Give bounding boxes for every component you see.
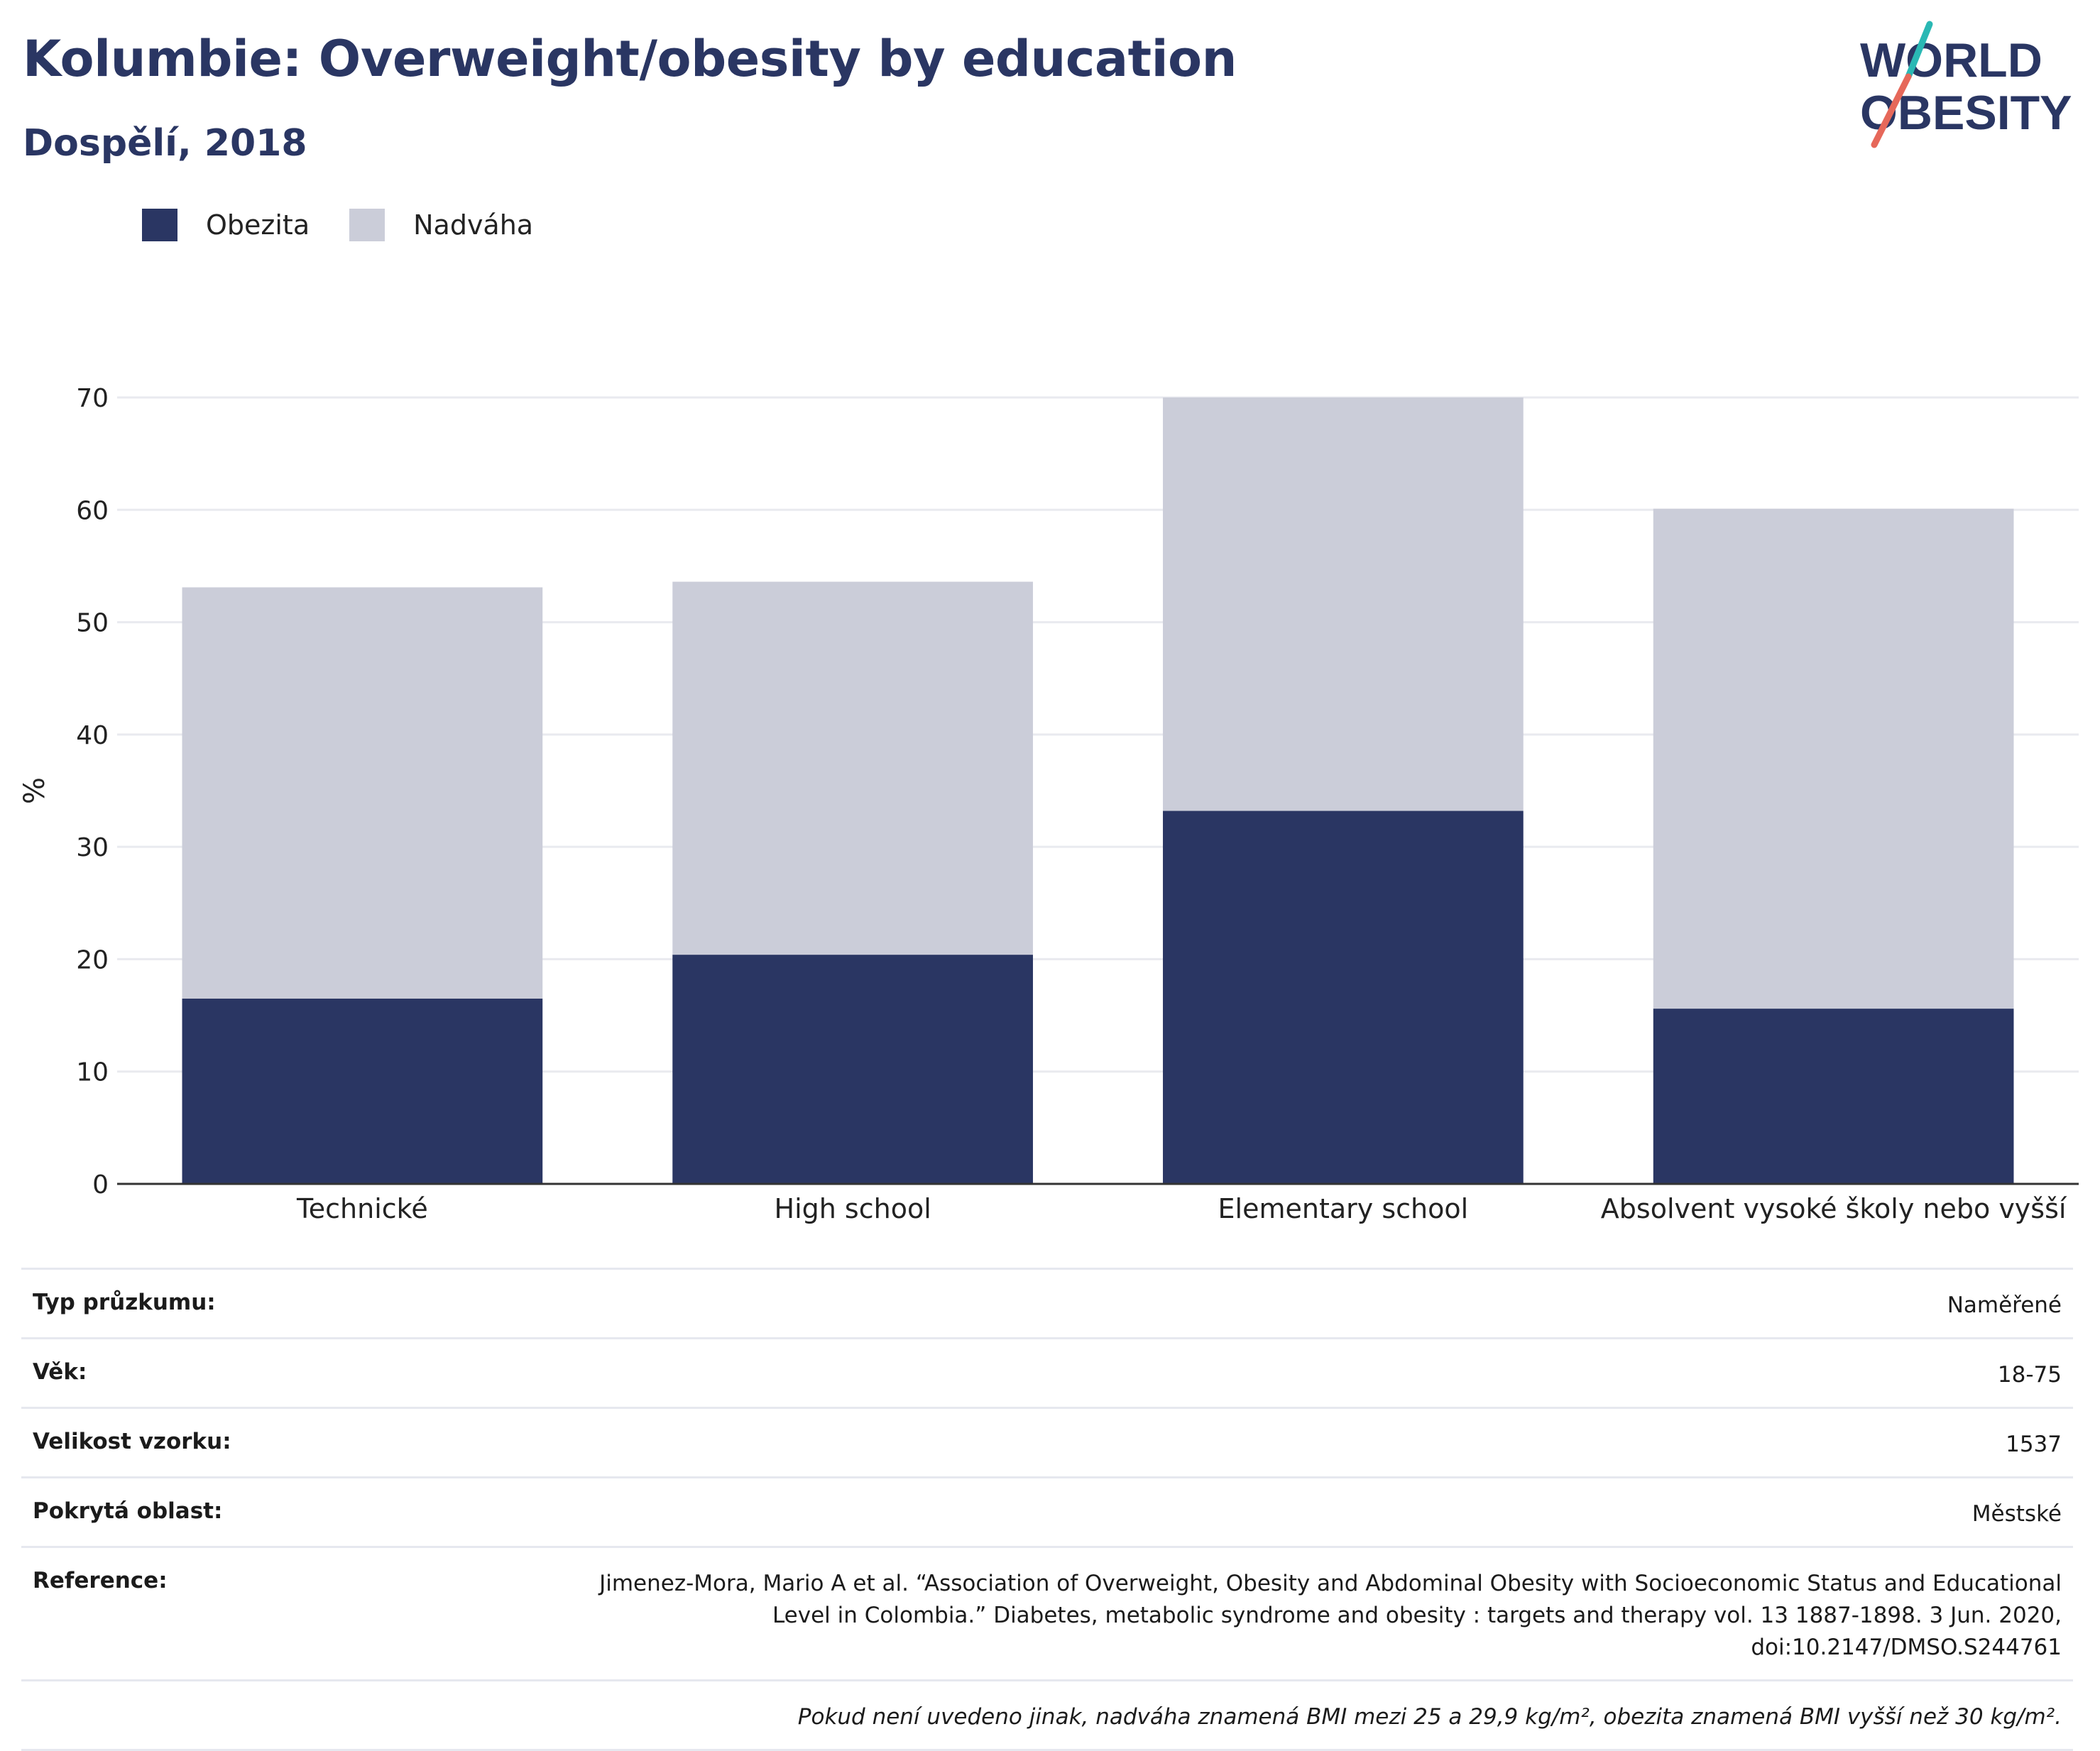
bar-obesity — [1653, 1009, 2014, 1184]
bar-overweight — [1163, 397, 1524, 811]
bar-overweight — [1653, 508, 2014, 1009]
legend-swatch-obesity — [142, 209, 177, 241]
y-tick-label: 30 — [76, 833, 109, 862]
bar-overweight — [672, 581, 1033, 955]
y-tick-label: 70 — [76, 384, 109, 413]
survey-info-table: Typ průzkumu: Naměřené Věk: 18-75 Veliko… — [21, 1268, 2073, 1751]
chart-legend: Obezita Nadváha — [142, 209, 573, 241]
info-row-area-covered: Pokrytá oblast: Městské — [21, 1476, 2073, 1546]
info-value: 1537 — [2006, 1431, 2062, 1457]
world-obesity-logo: WORLD OBESITY — [1860, 21, 2072, 148]
bar-obesity — [182, 998, 543, 1184]
x-tick-label: High school — [775, 1193, 931, 1224]
x-tick-label: Elementary school — [1218, 1193, 1469, 1224]
bar-obesity — [1163, 811, 1524, 1184]
legend-swatch-overweight — [349, 209, 385, 241]
info-row-sample-size: Velikost vzorku: 1537 — [21, 1406, 2073, 1476]
info-value: Městské — [1972, 1500, 2062, 1527]
y-tick-label: 0 — [92, 1170, 109, 1200]
info-label: Pokrytá oblast: — [33, 1498, 223, 1524]
legend-label-overweight: Nadváha — [413, 209, 534, 241]
reference-text: Jimenez-Mora, Mario A et al. “Associatio… — [599, 1570, 2062, 1660]
info-label: Reference: — [33, 1567, 168, 1593]
logo-text-obesity: OBESITY — [1860, 86, 2072, 140]
info-value: 18-75 — [1997, 1361, 2062, 1388]
logo-slash-teal — [1905, 21, 1933, 80]
y-tick-label: 40 — [76, 721, 109, 750]
logo-text-world: WORLD — [1860, 33, 2042, 87]
info-row-note: Pokud není uvedeno jinak, nadváha znamen… — [21, 1679, 2073, 1751]
y-tick-label: 10 — [76, 1058, 109, 1087]
x-tick-label: Technické — [296, 1193, 428, 1224]
info-row-age: Věk: 18-75 — [21, 1336, 2073, 1407]
logo-slash-coral — [1871, 73, 1912, 148]
page-title: Kolumbie: Overweight/obesity by educatio… — [23, 30, 1237, 88]
bar-chart: 0 10 20 30 40 50 60 70% Technické High school Elem… — [18, 384, 2079, 1224]
y-axis-label: % — [18, 777, 51, 804]
legend-item-obesity: Obezita — [142, 209, 310, 241]
info-row-reference: Reference: Jimenez-Mora, Mario A et al. … — [21, 1545, 2073, 1679]
info-value: Naměřené — [1947, 1292, 2062, 1318]
info-label: Velikost vzorku: — [33, 1428, 231, 1454]
legend-item-overweight: Nadváha — [349, 209, 533, 241]
legend-label-obesity: Obezita — [206, 209, 310, 241]
x-tick-label: Absolvent vysoké školy nebo vyšší — [1601, 1193, 2067, 1224]
bar-overweight — [182, 587, 543, 999]
definition-note: Pokud není uvedeno jinak, nadváha znamen… — [797, 1703, 2062, 1730]
y-tick-label: 20 — [76, 945, 109, 975]
bar-obesity — [672, 955, 1033, 1184]
y-tick-label: 50 — [76, 609, 109, 638]
info-label: Věk: — [33, 1358, 87, 1385]
y-tick-label: 60 — [76, 496, 109, 525]
info-label: Typ průzkumu: — [33, 1290, 216, 1315]
page-subtitle: Dospělí, 2018 — [23, 122, 307, 165]
info-row-survey-type: Typ průzkumu: Naměřené — [21, 1268, 2073, 1337]
